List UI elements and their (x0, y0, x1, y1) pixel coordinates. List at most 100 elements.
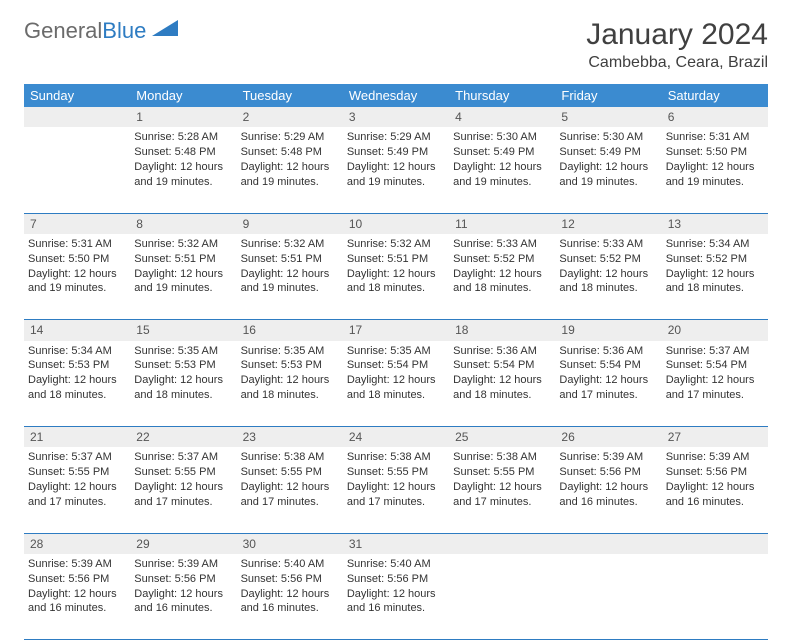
day-number: 10 (343, 213, 449, 234)
sunset-text: Sunset: 5:55 PM (453, 465, 551, 480)
day-cell: Sunrise: 5:34 AMSunset: 5:52 PMDaylight:… (662, 234, 768, 320)
logo-triangle-icon (152, 20, 178, 43)
sunrise-text: Sunrise: 5:32 AM (134, 237, 232, 252)
sunrise-text: Sunrise: 5:34 AM (666, 237, 764, 252)
day-number: 16 (237, 320, 343, 341)
sunrise-text: Sunrise: 5:40 AM (241, 557, 339, 572)
weekday-header: Tuesday (237, 84, 343, 107)
day-number: 4 (449, 107, 555, 127)
day-number: 7 (24, 213, 130, 234)
sunrise-text: Sunrise: 5:30 AM (559, 130, 657, 145)
daylight-text: and 17 minutes. (241, 495, 339, 510)
sunrise-text: Sunrise: 5:32 AM (241, 237, 339, 252)
sunset-text: Sunset: 5:54 PM (666, 358, 764, 373)
day-cell: Sunrise: 5:33 AMSunset: 5:52 PMDaylight:… (449, 234, 555, 320)
sunset-text: Sunset: 5:48 PM (241, 145, 339, 160)
sunrise-text: Sunrise: 5:36 AM (453, 344, 551, 359)
weekday-header: Sunday (24, 84, 130, 107)
day-cell: Sunrise: 5:30 AMSunset: 5:49 PMDaylight:… (555, 127, 661, 213)
day-number: 2 (237, 107, 343, 127)
sunset-text: Sunset: 5:50 PM (28, 252, 126, 267)
daylight-text: Daylight: 12 hours (559, 160, 657, 175)
daylight-text: Daylight: 12 hours (347, 373, 445, 388)
daylight-text: and 17 minutes. (134, 495, 232, 510)
day-number: 29 (130, 533, 236, 554)
daylight-text: Daylight: 12 hours (666, 480, 764, 495)
daylight-text: Daylight: 12 hours (241, 480, 339, 495)
sunrise-text: Sunrise: 5:39 AM (28, 557, 126, 572)
day-cell: Sunrise: 5:32 AMSunset: 5:51 PMDaylight:… (130, 234, 236, 320)
sunrise-text: Sunrise: 5:35 AM (134, 344, 232, 359)
daylight-text: Daylight: 12 hours (241, 160, 339, 175)
daylight-text: Daylight: 12 hours (134, 373, 232, 388)
sunset-text: Sunset: 5:49 PM (453, 145, 551, 160)
logo-part2: Blue (102, 18, 146, 43)
sunset-text: Sunset: 5:56 PM (241, 572, 339, 587)
day-cell: Sunrise: 5:36 AMSunset: 5:54 PMDaylight:… (555, 341, 661, 427)
weekday-header: Saturday (662, 84, 768, 107)
sunset-text: Sunset: 5:52 PM (453, 252, 551, 267)
day-number (555, 533, 661, 554)
daylight-text: Daylight: 12 hours (347, 160, 445, 175)
logo: GeneralBlue (24, 18, 178, 44)
sunrise-text: Sunrise: 5:33 AM (453, 237, 551, 252)
day-cell: Sunrise: 5:32 AMSunset: 5:51 PMDaylight:… (343, 234, 449, 320)
daylight-text: and 18 minutes. (453, 281, 551, 296)
day-number: 8 (130, 213, 236, 234)
daylight-text: and 17 minutes. (347, 495, 445, 510)
daylight-text: and 17 minutes. (666, 388, 764, 403)
logo-text: GeneralBlue (24, 18, 146, 44)
weekday-header: Friday (555, 84, 661, 107)
sunset-text: Sunset: 5:55 PM (241, 465, 339, 480)
day-cell: Sunrise: 5:31 AMSunset: 5:50 PMDaylight:… (24, 234, 130, 320)
daylight-text: and 16 minutes. (28, 601, 126, 616)
daylight-text: Daylight: 12 hours (134, 267, 232, 282)
day-cell: Sunrise: 5:39 AMSunset: 5:56 PMDaylight:… (130, 554, 236, 640)
weekday-header-row: SundayMondayTuesdayWednesdayThursdayFrid… (24, 84, 768, 107)
day-cell: Sunrise: 5:29 AMSunset: 5:48 PMDaylight:… (237, 127, 343, 213)
sunset-text: Sunset: 5:54 PM (453, 358, 551, 373)
day-cell: Sunrise: 5:28 AMSunset: 5:48 PMDaylight:… (130, 127, 236, 213)
sunset-text: Sunset: 5:56 PM (134, 572, 232, 587)
day-number: 28 (24, 533, 130, 554)
day-number-row: 78910111213 (24, 213, 768, 234)
sunset-text: Sunset: 5:56 PM (559, 465, 657, 480)
sunset-text: Sunset: 5:48 PM (134, 145, 232, 160)
daylight-text: and 19 minutes. (241, 175, 339, 190)
sunrise-text: Sunrise: 5:36 AM (559, 344, 657, 359)
daylight-text: and 16 minutes. (134, 601, 232, 616)
sunset-text: Sunset: 5:49 PM (559, 145, 657, 160)
sunrise-text: Sunrise: 5:29 AM (347, 130, 445, 145)
day-number: 21 (24, 427, 130, 448)
day-number: 30 (237, 533, 343, 554)
daylight-text: Daylight: 12 hours (559, 267, 657, 282)
day-number: 24 (343, 427, 449, 448)
daylight-text: and 19 minutes. (453, 175, 551, 190)
day-cell: Sunrise: 5:33 AMSunset: 5:52 PMDaylight:… (555, 234, 661, 320)
sunset-text: Sunset: 5:56 PM (28, 572, 126, 587)
sunrise-text: Sunrise: 5:35 AM (241, 344, 339, 359)
day-detail-row: Sunrise: 5:28 AMSunset: 5:48 PMDaylight:… (24, 127, 768, 213)
day-number: 27 (662, 427, 768, 448)
day-cell: Sunrise: 5:37 AMSunset: 5:55 PMDaylight:… (24, 447, 130, 533)
sunset-text: Sunset: 5:54 PM (559, 358, 657, 373)
sunrise-text: Sunrise: 5:38 AM (347, 450, 445, 465)
sunset-text: Sunset: 5:54 PM (347, 358, 445, 373)
day-number-row: 123456 (24, 107, 768, 127)
title-block: January 2024 Cambebba, Ceara, Brazil (586, 18, 768, 72)
sunset-text: Sunset: 5:55 PM (28, 465, 126, 480)
daylight-text: Daylight: 12 hours (347, 267, 445, 282)
day-number-row: 14151617181920 (24, 320, 768, 341)
daylight-text: and 18 minutes. (347, 281, 445, 296)
daylight-text: and 18 minutes. (666, 281, 764, 296)
day-cell: Sunrise: 5:39 AMSunset: 5:56 PMDaylight:… (24, 554, 130, 640)
day-cell: Sunrise: 5:37 AMSunset: 5:54 PMDaylight:… (662, 341, 768, 427)
day-cell (24, 127, 130, 213)
day-number: 18 (449, 320, 555, 341)
day-number: 19 (555, 320, 661, 341)
daylight-text: Daylight: 12 hours (347, 587, 445, 602)
day-number: 5 (555, 107, 661, 127)
day-number: 3 (343, 107, 449, 127)
day-cell (662, 554, 768, 640)
day-number: 17 (343, 320, 449, 341)
